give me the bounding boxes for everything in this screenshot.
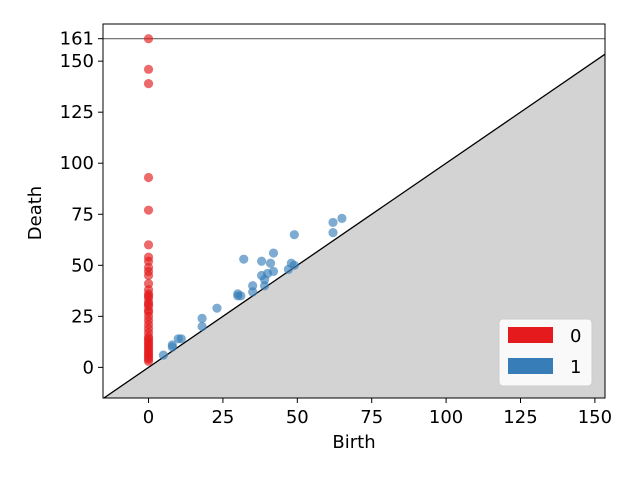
point-dim1-15 [257, 256, 267, 266]
x-tick-label-100: 100 [429, 407, 463, 428]
y-tick-label-150: 150 [60, 51, 94, 72]
point-dim0-2 [143, 79, 154, 89]
point-dim0-1 [143, 64, 154, 74]
point-dim1-24 [289, 260, 299, 270]
x-tick-label-125: 125 [503, 407, 537, 428]
y-tick-label-50: 50 [71, 255, 94, 276]
x-axis-label: Birth [332, 432, 375, 453]
y-tick-label-100: 100 [60, 153, 94, 174]
point-dim1-13 [248, 281, 258, 291]
point-dim1-26 [328, 228, 338, 238]
point-dim0-0 [143, 34, 154, 44]
point-dim1-0 [158, 350, 169, 360]
point-dim1-21 [268, 248, 279, 258]
y-axis-label: Death [25, 186, 46, 240]
legend-swatch-0 [508, 327, 553, 343]
point-dim1-25 [289, 230, 299, 240]
series-0 [143, 34, 154, 366]
point-dim0-5 [143, 240, 154, 250]
legend-label-0: 0 [570, 326, 581, 347]
point-dim1-19 [265, 258, 276, 268]
point-dim0-4 [143, 205, 154, 215]
y-tick-label-125: 125 [60, 102, 94, 123]
y-tick-label-0: 0 [83, 357, 94, 378]
axes-frame [102, 23, 606, 399]
series-1 [158, 213, 347, 360]
point-dim1-20 [268, 266, 279, 277]
point-dim0-3 [143, 172, 154, 183]
point-dim1-2 [167, 340, 177, 350]
legend-label-1: 1 [570, 357, 581, 378]
legend: 0 1 [498, 318, 593, 387]
x-tick-label-0: 0 [143, 407, 154, 428]
legend-swatch-1 [508, 358, 553, 374]
x-tick-label-75: 75 [360, 407, 383, 428]
point-dim1-11 [239, 254, 249, 264]
y-tick-label-161: 161 [60, 29, 94, 50]
point-dim1-4 [176, 334, 186, 344]
x-tick-label-50: 50 [286, 407, 309, 428]
y-tick-label-25: 25 [71, 306, 94, 327]
point-dim0-10 [143, 270, 154, 281]
point-dim1-28 [337, 213, 347, 223]
below-diagonal-shade [103, 54, 605, 398]
x-tick-label-25: 25 [211, 407, 234, 428]
point-dim0-38 [143, 356, 154, 366]
point-dim1-27 [328, 217, 338, 228]
plot-area [102, 23, 606, 399]
point-dim1-10 [236, 291, 246, 301]
diagonal-line [103, 53, 605, 398]
x-tick-label-150: 150 [578, 407, 612, 428]
point-dim1-7 [212, 303, 222, 313]
point-dim1-6 [197, 313, 207, 323]
point-dim1-5 [197, 321, 207, 332]
y-tick-label-75: 75 [71, 204, 94, 225]
